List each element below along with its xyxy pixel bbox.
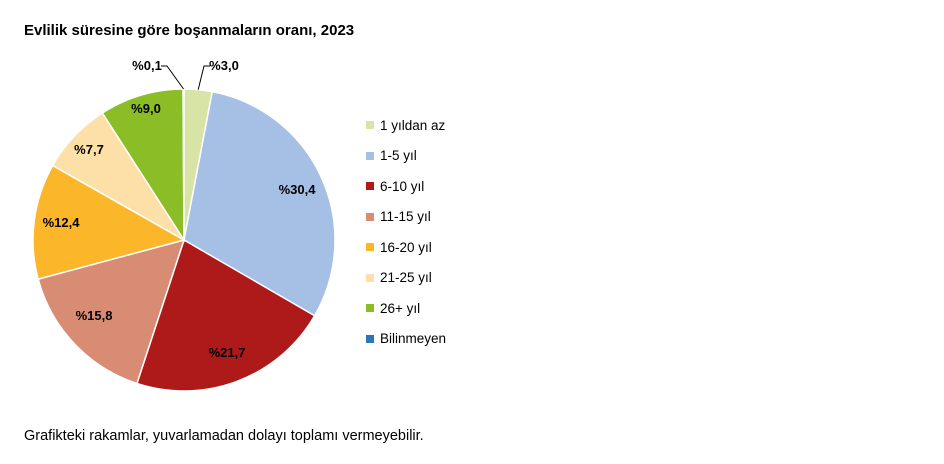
legend-item-6: 21-25 yıl — [366, 263, 446, 294]
legend-item-2: 1-5 yıl — [366, 141, 446, 172]
pie-slice-2 — [183, 90, 336, 317]
legend-swatch — [366, 273, 374, 282]
pie-slice-7 — [101, 88, 185, 243]
legend-item-4: 11-15 yıl — [366, 202, 446, 233]
legend-item-7: 26+ yıl — [366, 293, 446, 324]
slice-label-2: %30,4 — [279, 182, 317, 197]
leader-line-1 — [197, 65, 210, 90]
legend-item-1: 1 yıldan az — [366, 110, 446, 141]
legend-label: 11-15 yıl — [380, 209, 431, 225]
slice-label-5: %12,4 — [43, 215, 81, 230]
legend-swatch — [366, 182, 374, 191]
slice-label-7: %9,0 — [131, 101, 161, 116]
legend-swatch — [366, 334, 374, 343]
pie-slice-3 — [135, 238, 316, 392]
legend-label: 26+ yıl — [380, 300, 421, 316]
legend-item-8: Bilinmeyen — [366, 324, 446, 355]
legend-swatch — [366, 151, 374, 160]
slice-label-8: %0,1 — [132, 58, 162, 73]
legend-label: 6-10 yıl — [380, 178, 425, 194]
legend-label: 1-5 yıl — [380, 148, 417, 164]
legend-swatch — [366, 243, 374, 252]
slice-label-4: %15,8 — [76, 308, 113, 323]
legend-swatch — [366, 304, 374, 313]
legend-label: 1 yıldan az — [380, 117, 446, 133]
legend-item-5: 16-20 yıl — [366, 232, 446, 263]
pie-slice-8 — [182, 88, 185, 241]
slice-label-6: %7,7 — [74, 142, 104, 157]
legend-label: Bilinmeyen — [380, 331, 447, 347]
legend-swatch — [366, 121, 374, 130]
pie-slice-5 — [32, 164, 186, 281]
legend-item-3: 6-10 yıl — [366, 171, 446, 202]
pie-slice-4 — [37, 238, 186, 385]
slice-label-3: %21,7 — [209, 345, 246, 360]
legend-label: 16-20 yıl — [380, 239, 432, 255]
slice-label-1: %3,0 — [209, 58, 239, 73]
legend-swatch — [366, 212, 374, 221]
leader-line-8 — [161, 65, 184, 90]
chart-title: Evlilik süresine göre boşanmaların oranı… — [24, 22, 355, 39]
pie-chart: %3,0 %30,4 %21,7 %15,8 %12,4 %7,7 %9,0 %0,1 — [32, 58, 336, 392]
footnote: Grafikteki rakamlar, yuvarlamadan dolayı… — [24, 428, 424, 444]
chart-legend: 1 yıldan az 1-5 yıl 6-10 yıl 11-15 yıl 16-20… — [366, 110, 446, 354]
legend-label: 21-25 yıl — [380, 270, 432, 286]
